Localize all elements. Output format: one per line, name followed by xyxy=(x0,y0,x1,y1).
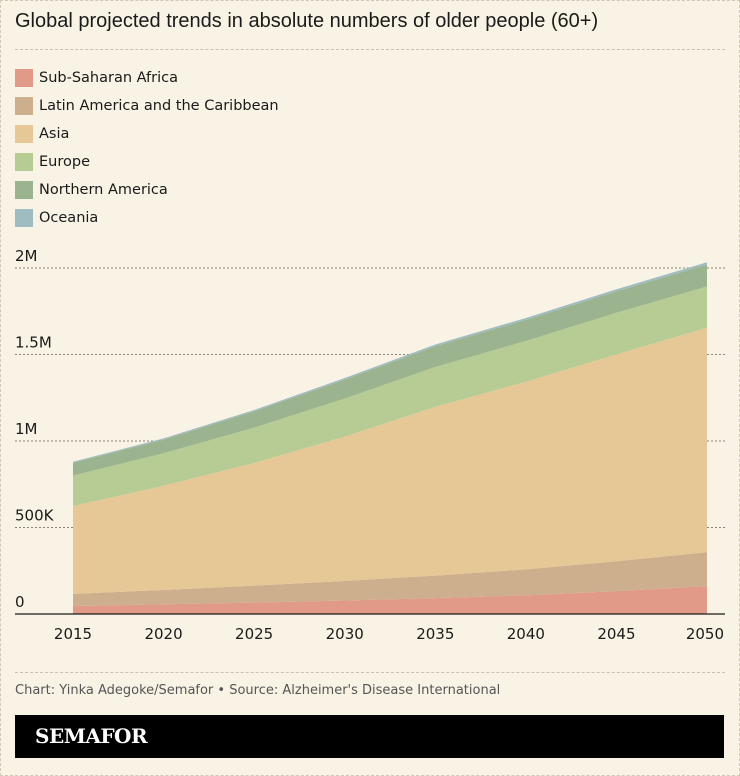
brand-bar: SEMAFOR xyxy=(15,715,724,758)
area-oceania xyxy=(73,262,707,463)
x-tick-label: 2025 xyxy=(235,625,273,643)
legend-label: Oceania xyxy=(39,210,99,226)
x-tick-label: 2045 xyxy=(597,625,635,643)
legend-item-latin-america-and-the-caribbean: Latin America and the Caribbean xyxy=(15,92,279,120)
legend-item-oceania: Oceania xyxy=(15,204,279,232)
legend-item-asia: Asia xyxy=(15,120,279,148)
x-tick-label: 2035 xyxy=(416,625,454,643)
brand-logo: SEMAFOR xyxy=(35,724,148,748)
title-divider xyxy=(15,49,725,50)
legend-label: Asia xyxy=(39,126,70,142)
footer-divider xyxy=(15,672,725,673)
legend: Sub-Saharan Africa Latin America and the … xyxy=(15,64,279,232)
legend-swatch xyxy=(15,181,33,199)
y-tick-label: 500K xyxy=(15,507,55,525)
legend-item-europe: Europe xyxy=(15,148,279,176)
legend-item-sub-saharan-africa: Sub-Saharan Africa xyxy=(15,64,279,92)
area-latin-america-and-the-caribbean xyxy=(73,552,707,607)
area-sub-saharan-africa xyxy=(73,586,707,614)
legend-label: Northern America xyxy=(39,182,168,198)
legend-item-northern-america: Northern America xyxy=(15,176,279,204)
legend-swatch xyxy=(15,69,33,87)
area-northern-america xyxy=(73,264,707,476)
x-tick-label: 2030 xyxy=(326,625,364,643)
source-credit: Chart: Yinka Adegoke/Semafor • Source: A… xyxy=(15,683,501,698)
legend-label: Europe xyxy=(39,154,90,170)
legend-swatch xyxy=(15,153,33,171)
legend-swatch xyxy=(15,97,33,115)
x-tick-label: 2015 xyxy=(54,625,92,643)
y-tick-label: 1.5M xyxy=(15,334,52,352)
area-asia xyxy=(73,327,707,594)
x-tick-label: 2050 xyxy=(686,625,724,643)
x-tick-label: 2040 xyxy=(507,625,545,643)
legend-swatch xyxy=(15,209,33,227)
chart-plot: 0 500K 1M 1.5M 2M 2015 2020 2025 2030 2035 2040 204… xyxy=(15,247,725,643)
y-tick-label: 2M xyxy=(15,247,38,265)
legend-label: Latin America and the Caribbean xyxy=(39,98,279,114)
x-tick-label: 2020 xyxy=(144,625,182,643)
legend-label: Sub-Saharan Africa xyxy=(39,70,178,86)
chart-title: Global projected trends in absolute numb… xyxy=(15,10,599,32)
legend-swatch xyxy=(15,125,33,143)
area-europe xyxy=(73,286,707,507)
y-tick-label: 1M xyxy=(15,420,38,438)
y-tick-label: 0 xyxy=(15,593,25,611)
